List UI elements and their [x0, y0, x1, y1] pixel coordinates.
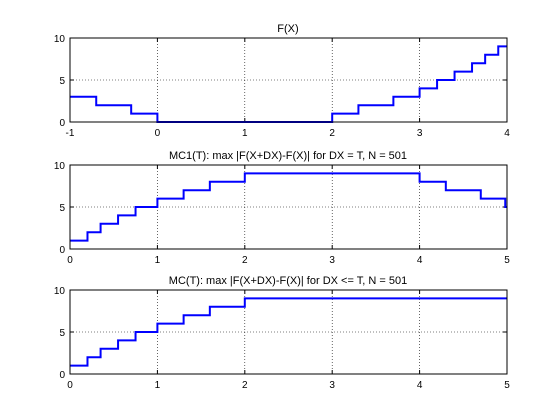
subplot-fx-xtick-label: 0: [155, 128, 161, 139]
subplot-mc-title: MC(T): max |F(X+DX)-F(X)| for DX <= T, N…: [169, 275, 407, 287]
subplot-fx-series-line: [70, 45, 507, 123]
subplot-mc-ytick-label: 10: [54, 286, 66, 297]
subplot-mc1-xtick-label: 2: [242, 255, 248, 266]
subplot-fx-ytick-label: 10: [54, 34, 66, 45]
subplot-mc1-ytick-label: 10: [54, 161, 66, 172]
subplot-mc-xtick-label: 4: [417, 380, 423, 391]
subplot-mc1: MC1(T): max |F(X+DX)-F(X)| for DX = T, N…: [54, 150, 510, 266]
subplot-mc1-ytick-label: 0: [59, 245, 65, 256]
subplot-mc1-xtick-label: 4: [417, 255, 423, 266]
subplot-mc-ytick-labels: 0 5 10: [54, 286, 66, 381]
subplot-fx-xtick-labels: -1 0 1 2 3 4: [66, 128, 511, 139]
subplot-fx-xtick-label: 1: [242, 128, 248, 139]
subplot-mc-xtick-label: 1: [155, 380, 161, 391]
subplot-mc1-axes-frame: [69, 164, 508, 250]
subplot-mc-xtick-label: 0: [67, 380, 73, 391]
subplot-mc-xtick-label: 2: [242, 380, 248, 391]
subplot-mc1-series-line: [70, 172, 507, 242]
subplot-mc1-ytick-label: 5: [59, 203, 65, 214]
subplot-mc1-xtick-labels: 0 1 2 3 4 5: [67, 255, 510, 266]
subplot-mc-series-line: [70, 297, 507, 367]
subplot-fx-xtick-label: 4: [504, 128, 510, 139]
subplot-mc1-xtick-label: 5: [504, 255, 510, 266]
subplot-mc-xtick-label: 3: [329, 380, 335, 391]
subplot-fx-title: F(X): [277, 23, 298, 35]
subplot-fx-ytick-label: 5: [59, 76, 65, 87]
subplot-mc1-xtick-label: 1: [155, 255, 161, 266]
subplot-fx-ytick-labels: 0 5 10: [54, 34, 66, 129]
subplot-mc-xtick-label: 5: [504, 380, 510, 391]
subplot-fx-xtick-label: 3: [417, 128, 423, 139]
subplot-fx-xtick-label: 2: [329, 128, 335, 139]
subplot-mc-ytick-label: 0: [59, 370, 65, 381]
subplot-fx-grid: [69, 37, 508, 123]
subplot-fx-axes-frame: [69, 37, 508, 123]
subplot-fx-ytick-label: 0: [59, 118, 65, 129]
subplot-mc1-xtick-label: 0: [67, 255, 73, 266]
subplot-fx-xtick-label: -1: [66, 128, 75, 139]
subplot-mc1-ytick-labels: 0 5 10: [54, 161, 66, 256]
subplot-mc-axes-frame: [69, 289, 508, 375]
subplot-mc1-title: MC1(T): max |F(X+DX)-F(X)| for DX = T, N…: [169, 150, 407, 162]
subplot-mc: MC(T): max |F(X+DX)-F(X)| for DX <= T, N…: [54, 275, 510, 391]
subplot-mc-xtick-labels: 0 1 2 3 4 5: [67, 380, 510, 391]
subplot-mc-ytick-label: 5: [59, 328, 65, 339]
subplot-mc1-xtick-label: 3: [329, 255, 335, 266]
